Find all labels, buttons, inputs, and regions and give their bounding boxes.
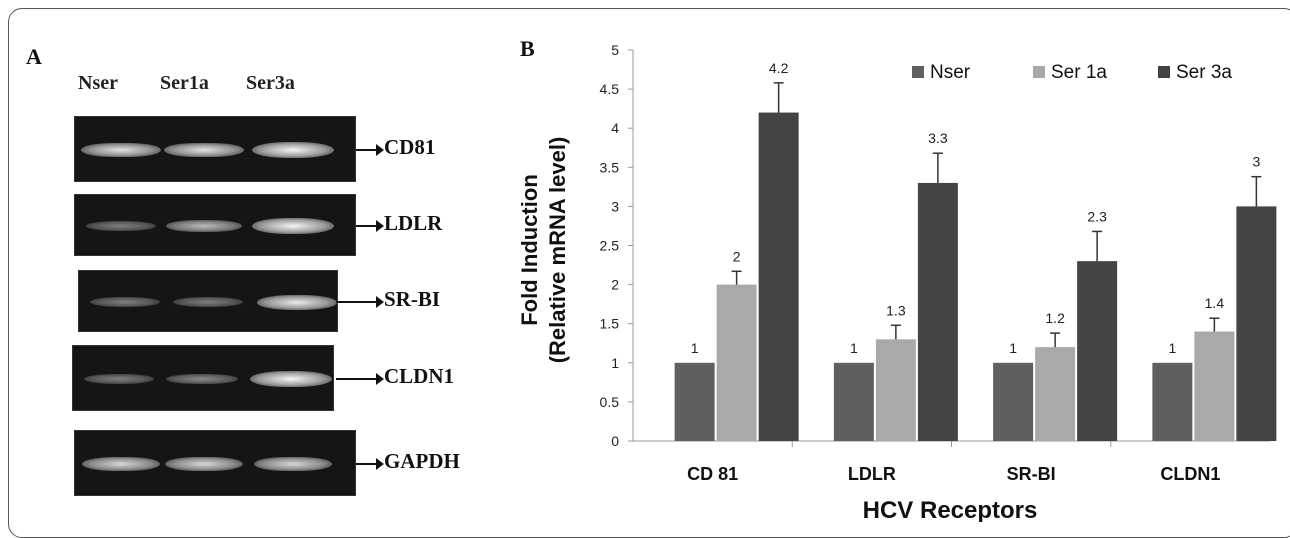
y-tick-label: 3.5: [600, 159, 620, 175]
gel-strip: [72, 345, 334, 411]
gel-band: [250, 371, 332, 387]
gel-band: [164, 457, 244, 471]
y-tick-label: 2.5: [600, 238, 620, 254]
bar: [1236, 206, 1277, 441]
bar: [1194, 331, 1235, 441]
legend-swatch: [1158, 66, 1170, 78]
y-axis-subtitle: (Relative mRNA level): [545, 137, 570, 364]
category-label: CLDN1: [1160, 464, 1220, 484]
arrow-icon: [356, 458, 384, 470]
arrow-icon: [356, 144, 384, 156]
data-label: 1.2: [1045, 310, 1065, 326]
data-label: 1: [1009, 340, 1017, 356]
gel-strip: [74, 116, 356, 182]
gene-label: LDLR: [384, 211, 443, 235]
data-label: 3: [1252, 154, 1260, 170]
bar: [917, 182, 958, 441]
bar: [1152, 362, 1193, 441]
y-tick-label: 1: [611, 355, 619, 371]
data-label: 2.3: [1087, 208, 1107, 224]
gel-strip: [74, 194, 356, 256]
data-label: 3.3: [928, 130, 948, 146]
panel-b-label: B: [520, 36, 535, 61]
gel-band: [252, 142, 334, 158]
gel-strip: [78, 270, 338, 332]
bar: [833, 362, 874, 441]
bar: [1035, 347, 1076, 441]
y-tick-label: 1.5: [600, 316, 620, 332]
gel-band: [166, 219, 242, 233]
category-label: LDLR: [848, 464, 896, 484]
gel-band: [89, 297, 161, 307]
arrow-icon: [356, 220, 384, 232]
gel-band: [166, 374, 238, 384]
legend-label: Nser: [930, 62, 971, 83]
panel-a-label: A: [26, 44, 42, 69]
data-label: 1: [850, 340, 858, 356]
lane-header: Nser: [78, 72, 118, 94]
legend-swatch: [1033, 66, 1045, 78]
legend-swatch: [912, 66, 924, 78]
data-label: 1: [691, 340, 699, 356]
bar-chart: 0 0.5 1 1.5 2 2.5 3 3.5 4 4.5 5 1 2 4.2 CD 81 1 1.3 3.3 LD…: [517, 42, 1277, 522]
gel-strip: [74, 430, 356, 496]
gene-label: CLDN1: [384, 364, 455, 388]
bar: [993, 362, 1034, 441]
bar: [674, 362, 715, 441]
legend-label: Ser 1a: [1051, 62, 1107, 83]
gene-label: SR-BI: [384, 287, 441, 311]
lane-header: Ser3a: [246, 72, 295, 94]
data-label: 1: [1168, 340, 1176, 356]
x-axis-title: HCV Receptors: [863, 497, 1038, 522]
bar: [875, 339, 916, 441]
gel-band: [81, 142, 161, 158]
y-tick-label: 3: [611, 198, 619, 214]
gel-band: [83, 374, 155, 384]
lane-header: Ser1a: [160, 72, 209, 94]
gene-label: CD81: [384, 135, 436, 159]
bar: [758, 112, 799, 441]
category-label: CD 81: [687, 464, 738, 484]
arrow-icon: [336, 373, 384, 385]
data-label: 1.4: [1205, 295, 1225, 311]
bar: [716, 284, 757, 441]
gel-band: [164, 142, 244, 158]
gel-band: [172, 297, 244, 307]
gel-band: [81, 457, 161, 471]
gel-band: [85, 221, 157, 231]
gel-band: [253, 457, 333, 471]
gel-band: [256, 294, 338, 310]
legend-label: Ser 3a: [1176, 62, 1232, 83]
bar: [1077, 261, 1118, 441]
y-tick-label: 5: [611, 42, 619, 58]
arrow-icon: [336, 296, 384, 308]
y-axis-title: Fold Induction: [517, 174, 542, 326]
y-tick-label: 4: [611, 120, 619, 136]
data-label: 4.2: [769, 60, 789, 76]
y-tick-label: 0: [611, 433, 619, 449]
data-label: 1.3: [886, 302, 906, 318]
y-tick-label: 0.5: [600, 394, 620, 410]
category-label: SR-BI: [1007, 464, 1056, 484]
gene-label: GAPDH: [384, 449, 460, 473]
data-label: 2: [733, 248, 741, 264]
y-tick-label: 2: [611, 277, 619, 293]
y-tick-label: 4.5: [600, 81, 620, 97]
gel-band: [252, 218, 334, 234]
